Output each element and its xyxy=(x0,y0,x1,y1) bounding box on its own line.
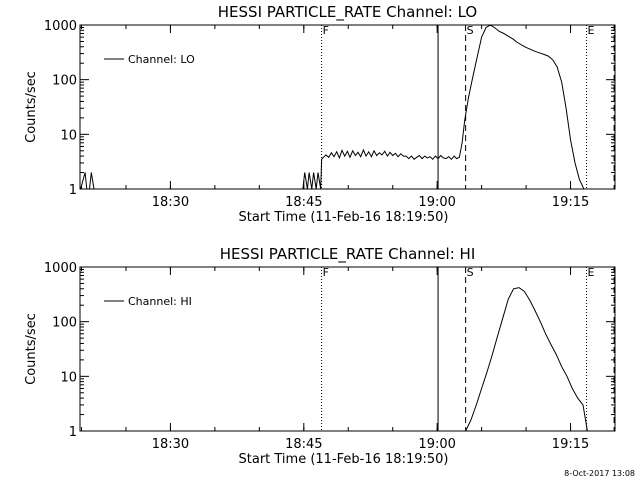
marker-label: S xyxy=(467,266,474,279)
x-tick-label: 18:30 xyxy=(152,195,189,210)
x-tick-label: 19:15 xyxy=(552,437,589,452)
plot-frame xyxy=(79,266,616,432)
y-axis-label: Counts/sec xyxy=(24,313,39,385)
x-tick-label: 19:15 xyxy=(552,195,589,210)
y-tick-label: 1 xyxy=(69,183,77,198)
x-axis-label: Start Time (11-Feb-16 18:19:50) xyxy=(239,210,449,225)
x-tick-label: 18:30 xyxy=(152,437,189,452)
marker-label: F xyxy=(323,266,329,279)
legend-label: Channel: LO xyxy=(128,53,195,66)
series-line xyxy=(80,24,598,190)
y-tick-label: 1000 xyxy=(44,19,77,34)
legend-label: Channel: HI xyxy=(128,295,192,308)
marker-label: F xyxy=(323,24,329,37)
chart-title: HESSI PARTICLE_RATE Channel: LO xyxy=(218,3,477,22)
plot-frame xyxy=(79,24,616,190)
y-tick-label: 10 xyxy=(60,128,77,143)
y-tick-label: 10 xyxy=(60,370,77,385)
x-tick-label: 18:45 xyxy=(285,437,322,452)
chart-panel-1: HESSI PARTICLE_RATE Channel: LO Start Tim… xyxy=(24,3,616,225)
series-line xyxy=(465,287,588,432)
x-tick-label: 18:45 xyxy=(285,195,322,210)
x-tick-label: 19:00 xyxy=(418,195,455,210)
y-tick-label: 100 xyxy=(52,316,77,331)
chart-panel-2: HESSI PARTICLE_RATE Channel: HI Start Tim… xyxy=(24,245,616,467)
y-tick-label: 1 xyxy=(69,425,77,440)
x-axis-label: Start Time (11-Feb-16 18:19:50) xyxy=(239,452,449,467)
y-tick-label: 1000 xyxy=(44,261,77,276)
y-axis-label: Counts/sec xyxy=(24,71,39,143)
chart-title: HESSI PARTICLE_RATE Channel: HI xyxy=(220,245,476,264)
y-tick-label: 100 xyxy=(52,74,77,89)
x-tick-label: 19:00 xyxy=(418,437,455,452)
footer-timestamp: 8-Oct-2017 13:08 xyxy=(564,469,635,478)
marker-label: E xyxy=(588,266,595,279)
marker-label: E xyxy=(588,24,595,37)
marker-label: S xyxy=(467,24,474,37)
